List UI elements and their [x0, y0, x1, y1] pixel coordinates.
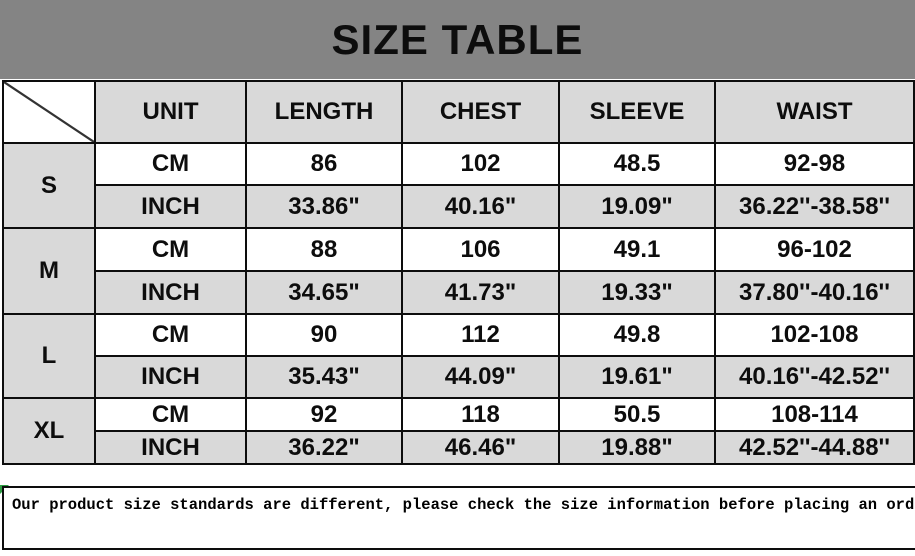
value-cell: 96-102: [714, 227, 915, 272]
value-cell: 92-98: [714, 142, 915, 186]
value-cell: 19.88": [558, 430, 716, 465]
size-table: UNIT LENGTH CHEST SLEEVE WAIST S CM 86 1…: [2, 80, 915, 465]
value-cell: 88: [245, 227, 403, 272]
table-header-row: UNIT LENGTH CHEST SLEEVE WAIST: [2, 80, 915, 144]
value-cell: 106: [401, 227, 560, 272]
column-header-sleeve: SLEEVE: [558, 80, 716, 144]
unit-cell: INCH: [94, 270, 247, 315]
value-cell: 102-108: [714, 313, 915, 357]
size-label-s: S: [2, 142, 96, 229]
value-cell: 118: [401, 397, 560, 432]
size-label-m: M: [2, 227, 96, 315]
unit-cell: CM: [94, 397, 247, 432]
value-cell: 112: [401, 313, 560, 357]
value-cell: 19.33": [558, 270, 716, 315]
value-cell: 44.09": [401, 355, 560, 399]
diagonal-line: [4, 82, 94, 142]
table-row: M CM 88 106 49.1 96-102: [2, 227, 915, 315]
value-cell: 49.8: [558, 313, 716, 357]
unit-cell: CM: [94, 142, 247, 186]
value-cell: 90: [245, 313, 403, 357]
unit-cell: CM: [94, 313, 247, 357]
table-row: INCH 34.65" 41.73" 19.33" 37.80''-40.16'…: [3, 270, 915, 315]
value-cell: 49.1: [558, 227, 716, 272]
value-cell: 19.61": [558, 355, 716, 399]
table-row: XL CM 92 118 50.5 108-114: [2, 397, 915, 465]
diagonal-corner-cell: [2, 80, 96, 144]
value-cell: 19.09": [558, 184, 716, 229]
table-row: INCH 36.22" 46.46" 19.88" 42.52''-44.88'…: [3, 430, 915, 465]
unit-cell: INCH: [94, 430, 247, 465]
unit-cell: INCH: [94, 355, 247, 399]
unit-cell: CM: [94, 227, 247, 272]
unit-cell: INCH: [94, 184, 247, 229]
value-cell: 34.65": [245, 270, 403, 315]
value-cell: 102: [401, 142, 560, 186]
title-bar: SIZE TABLE: [0, 0, 915, 79]
value-cell: 41.73": [401, 270, 560, 315]
value-cell: 33.86": [245, 184, 403, 229]
value-cell: 92: [245, 397, 403, 432]
table-row: INCH 35.43" 44.09" 19.61" 40.16''-42.52'…: [3, 355, 915, 399]
column-header-length: LENGTH: [245, 80, 403, 144]
value-cell: 42.52''-44.88'': [714, 430, 915, 465]
value-cell: 37.80''-40.16'': [714, 270, 915, 315]
table-row: L CM 90 112 49.8 102-108: [2, 313, 915, 399]
column-header-chest: CHEST: [401, 80, 560, 144]
size-note-text: Our product size standards are different…: [12, 496, 915, 514]
column-header-unit: UNIT: [94, 80, 247, 144]
size-label-xl: XL: [2, 397, 96, 465]
value-cell: 50.5: [558, 397, 716, 432]
value-cell: 46.46": [401, 430, 560, 465]
value-cell: 35.43": [245, 355, 403, 399]
value-cell: 40.16''-42.52'': [714, 355, 915, 399]
table-row: S CM 86 102 48.5 92-98: [2, 142, 915, 229]
table-row: INCH 33.86" 40.16" 19.09" 36.22''-38.58'…: [3, 184, 915, 229]
value-cell: 36.22''-38.58'': [714, 184, 915, 229]
value-cell: 48.5: [558, 142, 716, 186]
value-cell: 36.22": [245, 430, 403, 465]
page-title: SIZE TABLE: [331, 15, 584, 63]
column-header-waist: WAIST: [714, 80, 915, 144]
size-note: Our product size standards are different…: [2, 486, 915, 550]
size-label-l: L: [2, 313, 96, 399]
value-cell: 108-114: [714, 397, 915, 432]
value-cell: 86: [245, 142, 403, 186]
value-cell: 40.16": [401, 184, 560, 229]
